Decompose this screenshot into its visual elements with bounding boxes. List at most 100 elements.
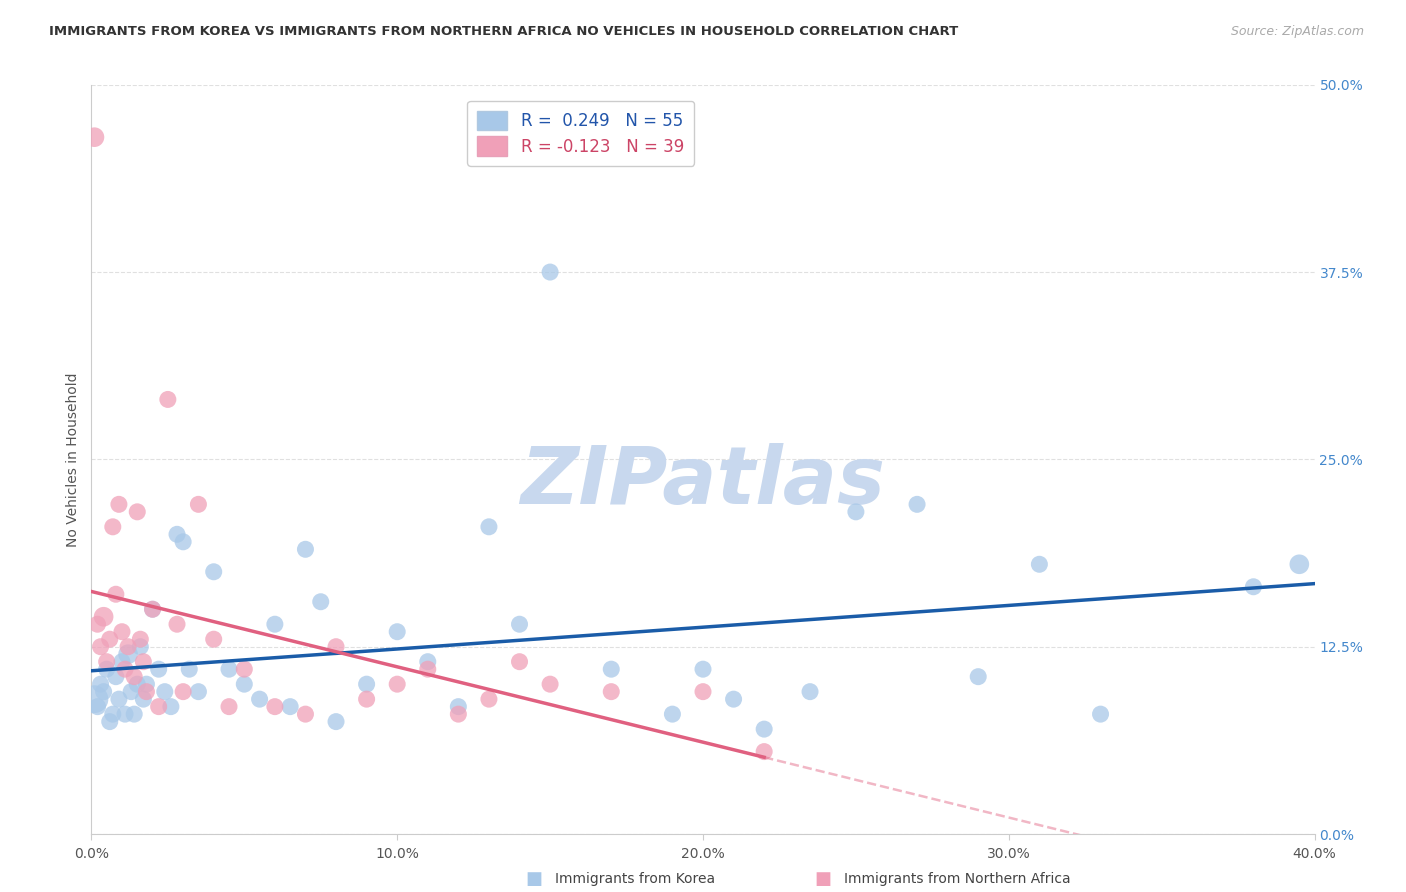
Point: [249, 692, 271, 706]
Point: [83, 130, 105, 145]
Point: [478, 520, 501, 534]
Point: [845, 505, 868, 519]
Point: [447, 707, 470, 722]
Point: [96, 662, 118, 676]
Point: [120, 684, 142, 698]
Point: [187, 684, 209, 698]
Point: [129, 632, 152, 647]
Point: [172, 684, 194, 698]
Point: [509, 617, 531, 632]
Point: [692, 662, 714, 676]
Point: [600, 684, 623, 698]
Point: [132, 655, 155, 669]
Point: [96, 655, 118, 669]
Point: [98, 632, 121, 647]
Point: [294, 542, 316, 557]
Point: [166, 527, 188, 541]
Point: [104, 587, 127, 601]
Point: [153, 684, 176, 698]
Text: ■: ■: [814, 870, 831, 888]
Point: [478, 692, 501, 706]
Point: [385, 624, 409, 639]
Point: [264, 617, 287, 632]
Point: [166, 617, 188, 632]
Point: [1288, 558, 1310, 572]
Point: [179, 662, 201, 676]
Point: [98, 714, 121, 729]
Point: [294, 707, 316, 722]
Point: [156, 392, 179, 407]
Point: [132, 692, 155, 706]
Point: [309, 595, 332, 609]
Point: [86, 617, 108, 632]
Point: [754, 745, 776, 759]
Point: [447, 699, 470, 714]
Text: Source: ZipAtlas.com: Source: ZipAtlas.com: [1230, 25, 1364, 38]
Point: [117, 647, 139, 661]
Point: [692, 684, 714, 698]
Point: [1028, 558, 1050, 572]
Text: IMMIGRANTS FROM KOREA VS IMMIGRANTS FROM NORTHERN AFRICA NO VEHICLES IN HOUSEHOL: IMMIGRANTS FROM KOREA VS IMMIGRANTS FROM…: [49, 25, 959, 38]
Point: [90, 640, 112, 654]
Point: [108, 692, 131, 706]
Point: [538, 265, 561, 279]
Point: [101, 707, 124, 722]
Point: [108, 497, 131, 511]
Point: [202, 632, 225, 647]
Point: [967, 670, 990, 684]
Point: [202, 565, 225, 579]
Point: [538, 677, 561, 691]
Point: [114, 662, 136, 676]
Point: [135, 677, 157, 691]
Point: [141, 602, 163, 616]
Point: [356, 692, 378, 706]
Point: [799, 684, 821, 698]
Point: [600, 662, 623, 676]
Point: [905, 497, 928, 511]
Point: [172, 534, 194, 549]
Point: [325, 714, 347, 729]
Point: [148, 662, 170, 676]
Point: [83, 692, 105, 706]
Point: [754, 722, 776, 736]
Point: [187, 497, 209, 511]
Point: [218, 699, 240, 714]
Point: [114, 707, 136, 722]
Point: [122, 670, 145, 684]
Point: [148, 699, 170, 714]
Point: [160, 699, 183, 714]
Text: Immigrants from Korea: Immigrants from Korea: [555, 871, 716, 886]
Point: [90, 677, 112, 691]
Point: [93, 684, 115, 698]
Point: [117, 640, 139, 654]
Point: [111, 624, 134, 639]
Point: [218, 662, 240, 676]
Point: [127, 505, 149, 519]
Point: [723, 692, 745, 706]
Point: [356, 677, 378, 691]
Point: [104, 670, 127, 684]
Text: ZIPatlas: ZIPatlas: [520, 442, 886, 521]
Point: [86, 699, 108, 714]
Point: [129, 640, 152, 654]
Point: [135, 684, 157, 698]
Point: [264, 699, 287, 714]
Y-axis label: No Vehicles in Household: No Vehicles in Household: [66, 372, 80, 547]
Point: [93, 609, 115, 624]
Point: [233, 677, 256, 691]
Point: [509, 655, 531, 669]
Point: [1090, 707, 1112, 722]
Text: Immigrants from Northern Africa: Immigrants from Northern Africa: [844, 871, 1070, 886]
Point: [122, 707, 145, 722]
Point: [278, 699, 301, 714]
Point: [385, 677, 409, 691]
Point: [416, 655, 439, 669]
Point: [127, 677, 149, 691]
Point: [111, 655, 134, 669]
Point: [101, 520, 124, 534]
Legend: R =  0.249   N = 55, R = -0.123   N = 39: R = 0.249 N = 55, R = -0.123 N = 39: [467, 101, 695, 166]
Text: ■: ■: [526, 870, 543, 888]
Point: [233, 662, 256, 676]
Point: [141, 602, 163, 616]
Point: [661, 707, 683, 722]
